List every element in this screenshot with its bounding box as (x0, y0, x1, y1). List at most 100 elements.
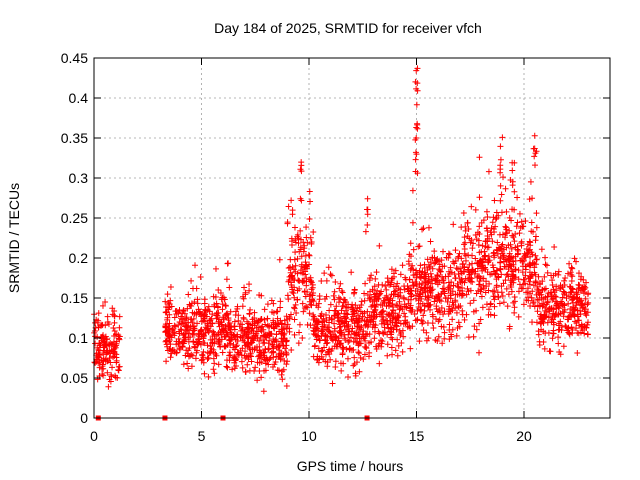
data-point (566, 260, 573, 267)
data-point (169, 347, 176, 354)
data-point (328, 272, 335, 279)
data-point (386, 311, 393, 318)
data-point (219, 327, 226, 334)
data-point (303, 265, 310, 272)
data-point (334, 341, 341, 348)
data-point (469, 245, 476, 252)
data-point (176, 330, 183, 337)
data-point (559, 302, 566, 309)
data-point (372, 322, 379, 329)
data-point (374, 287, 381, 294)
data-point (445, 254, 452, 261)
data-point (401, 310, 408, 317)
data-point (351, 319, 358, 326)
data-point (506, 214, 513, 221)
data-point (479, 255, 486, 262)
data-point (317, 312, 324, 319)
data-point (326, 328, 333, 335)
data-point (356, 315, 363, 322)
data-point (422, 275, 429, 282)
data-point (531, 264, 538, 271)
data-point (445, 250, 452, 257)
data-point (277, 304, 284, 311)
data-point (205, 329, 212, 336)
data-point (352, 370, 359, 377)
data-point (445, 279, 452, 286)
data-point (484, 244, 491, 251)
data-point (476, 194, 483, 201)
data-point (95, 317, 102, 324)
data-point (435, 333, 442, 340)
data-point (553, 294, 560, 301)
data-point (438, 305, 445, 312)
data-point (505, 266, 512, 273)
data-point (511, 159, 518, 166)
data-point (468, 275, 475, 282)
data-point (288, 235, 295, 242)
data-point (440, 277, 447, 284)
data-point (285, 203, 292, 210)
data-point (251, 309, 258, 316)
data-point (531, 132, 538, 139)
data-point (513, 223, 520, 230)
data-point (508, 288, 515, 295)
data-point (430, 324, 437, 331)
data-point (292, 239, 299, 246)
data-point (485, 311, 492, 318)
data-point (399, 262, 406, 269)
data-point (273, 344, 280, 351)
y-tick-label: 0.25 (61, 210, 88, 226)
data-point (211, 340, 218, 347)
y-tick-label: 0.1 (69, 330, 89, 346)
data-point (240, 295, 247, 302)
data-point (312, 325, 319, 332)
data-point (162, 323, 169, 330)
data-point (497, 266, 504, 273)
data-point (232, 336, 239, 343)
data-point (294, 270, 301, 277)
data-point (281, 331, 288, 338)
data-point (439, 274, 445, 281)
data-point (336, 324, 343, 331)
data-point (200, 359, 207, 366)
data-point (175, 321, 182, 328)
data-point (491, 197, 498, 204)
data-point (366, 295, 373, 302)
data-point (539, 287, 546, 294)
data-point (512, 257, 519, 264)
data-point (483, 283, 490, 290)
data-point (493, 209, 500, 216)
data-point (368, 272, 375, 279)
data-point (500, 299, 507, 306)
data-point (557, 351, 564, 358)
data-point (306, 310, 313, 317)
data-point (497, 143, 504, 150)
data-point (464, 233, 471, 240)
data-point (399, 348, 406, 355)
data-point (188, 351, 195, 358)
data-point (508, 245, 515, 252)
data-point (316, 296, 323, 303)
data-point (541, 345, 548, 352)
data-point (585, 299, 592, 306)
data-point (527, 178, 534, 185)
data-point (311, 343, 318, 350)
data-point (253, 324, 260, 331)
data-point (476, 273, 483, 280)
data-point (283, 313, 290, 320)
data-point (536, 341, 543, 348)
data-point (200, 348, 207, 355)
data-point (166, 346, 173, 353)
data-point (171, 322, 178, 329)
data-point (197, 327, 204, 334)
data-point (105, 383, 112, 390)
data-point (453, 309, 460, 316)
data-point (585, 290, 592, 297)
data-point (370, 308, 377, 315)
data-point (566, 331, 573, 338)
data-point (291, 224, 298, 231)
data-point (112, 372, 119, 379)
data-point (287, 256, 294, 263)
data-point (366, 312, 373, 319)
data-point (479, 262, 486, 269)
